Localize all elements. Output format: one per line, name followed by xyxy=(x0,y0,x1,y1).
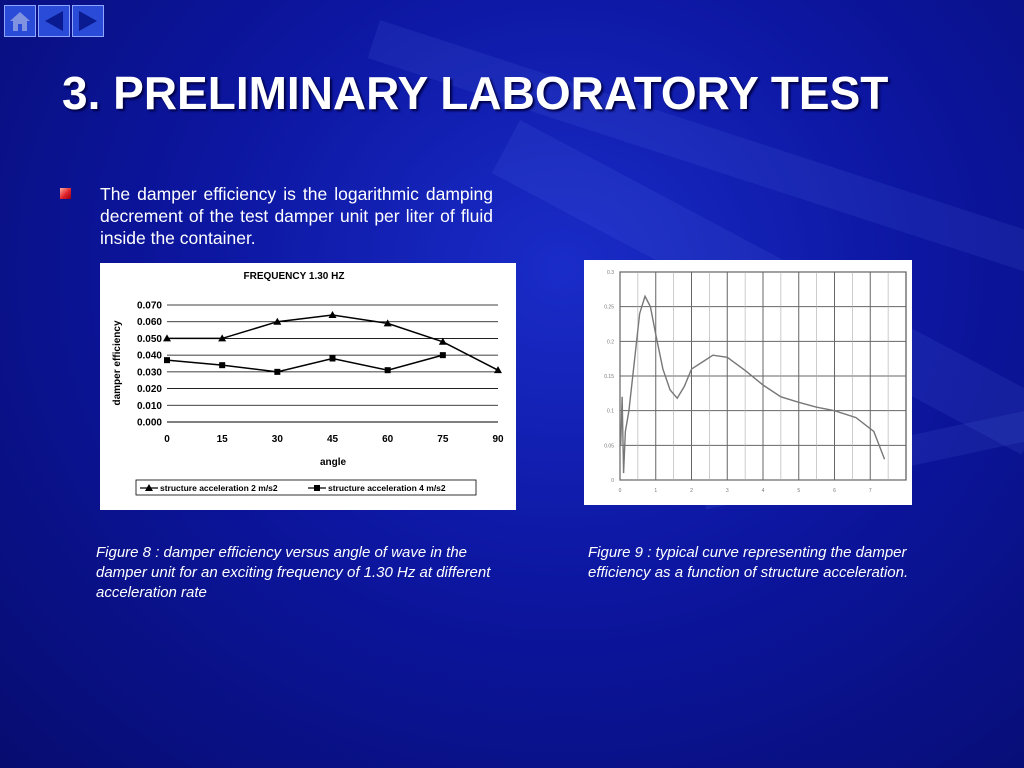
x-tick-label: 60 xyxy=(382,434,394,445)
y-tick-label: 0.070 xyxy=(137,301,162,312)
y-tick-label: 0.050 xyxy=(137,334,162,345)
data-point-triangle xyxy=(494,366,502,374)
x-tick-label: 90 xyxy=(492,434,504,445)
next-slide-button[interactable] xyxy=(72,5,104,37)
efficiency-vs-acceleration-chart: 0 0.05 0.1 0.15 0.2 0.25 0.3 0 1 2 3 4 5 6 7 xyxy=(604,270,907,494)
y-tick-label: 0.020 xyxy=(137,384,162,395)
arrow-right-icon xyxy=(79,11,97,31)
y-tick-label: 0.030 xyxy=(137,367,162,378)
data-point-triangle xyxy=(273,317,282,325)
data-point-triangle xyxy=(383,319,392,327)
x-tick-label: 4 xyxy=(762,488,765,494)
data-point-square xyxy=(274,368,281,375)
arrow-left-icon xyxy=(45,11,63,31)
figure-9-chart: 0 0.05 0.1 0.15 0.2 0.25 0.3 0 1 2 3 4 5 6 7 xyxy=(584,260,912,505)
y-tick-label: 0.25 xyxy=(604,305,614,311)
slide-title: 3. PRELIMINARY LABORATORY TEST xyxy=(62,67,889,119)
data-point-square xyxy=(439,352,446,359)
data-point-triangle xyxy=(218,334,227,342)
x-tick-label: 0 xyxy=(619,488,622,494)
chart-y-label: damper efficiency xyxy=(112,320,123,405)
data-point-square xyxy=(164,357,170,364)
x-tick-label: 1 xyxy=(654,488,657,494)
data-point-triangle xyxy=(438,337,447,345)
legend-triangle-marker xyxy=(145,484,153,491)
x-tick-label: 2 xyxy=(690,488,693,494)
series-line-2 xyxy=(166,354,444,373)
chart-title: FREQUENCY 1.30 HZ xyxy=(244,271,345,282)
series-line-1 xyxy=(167,314,499,371)
y-tick-label: 0.1 xyxy=(607,409,614,415)
figure-8-caption: Figure 8 : damper efficiency versus angl… xyxy=(96,544,491,601)
data-point-square xyxy=(219,362,226,369)
chart-legend xyxy=(135,479,477,496)
efficiency-curve xyxy=(620,294,886,474)
y-tick-label: 0.040 xyxy=(137,351,162,362)
data-point-triangle xyxy=(328,311,337,319)
data-point-square xyxy=(329,355,336,362)
x-tick-label: 6 xyxy=(833,488,836,494)
data-point-square xyxy=(384,367,391,374)
x-tick-label: 3 xyxy=(726,488,729,494)
x-tick-label: 7 xyxy=(869,488,872,494)
x-tick-label: 45 xyxy=(327,434,339,445)
home-button[interactable] xyxy=(4,5,36,37)
legend-square-marker xyxy=(314,485,320,491)
legend-label-series-2: structure acceleration 4 m/s2 xyxy=(328,483,446,493)
y-tick-label: 0.15 xyxy=(604,374,614,380)
y-tick-label: 0.05 xyxy=(604,443,614,449)
y-tick-label: 0.3 xyxy=(607,270,614,276)
x-tick-label: 30 xyxy=(272,434,284,445)
navigation-bar xyxy=(4,5,104,37)
x-tick-label: 5 xyxy=(797,488,800,494)
y-tick-label: 0.060 xyxy=(137,317,162,328)
y-tick-label: 0.010 xyxy=(137,401,162,412)
efficiency-vs-angle-chart: FREQUENCY 1.30 HZ damper efficiency angl… xyxy=(112,271,504,496)
legend-label-series-1: structure acceleration 2 m/s2 xyxy=(160,483,278,493)
bullet-text: The damper efficiency is the logarithmic… xyxy=(100,184,493,248)
y-tick-label: 0.000 xyxy=(137,418,162,429)
figure-9-caption: Figure 9 : typical curve representing th… xyxy=(588,544,909,581)
x-tick-label: 75 xyxy=(437,434,449,445)
home-icon xyxy=(10,12,30,31)
x-tick-label: 0 xyxy=(164,434,170,445)
bullet-marker xyxy=(60,188,71,199)
previous-slide-button[interactable] xyxy=(38,5,70,37)
x-tick-label: 15 xyxy=(217,434,229,445)
figure-8-chart: FREQUENCY 1.30 HZ damper efficiency angl… xyxy=(100,263,516,510)
data-point-triangle xyxy=(163,334,171,342)
chart-x-label: angle xyxy=(320,457,347,468)
y-tick-label: 0 xyxy=(611,478,614,484)
y-tick-label: 0.2 xyxy=(607,339,614,345)
